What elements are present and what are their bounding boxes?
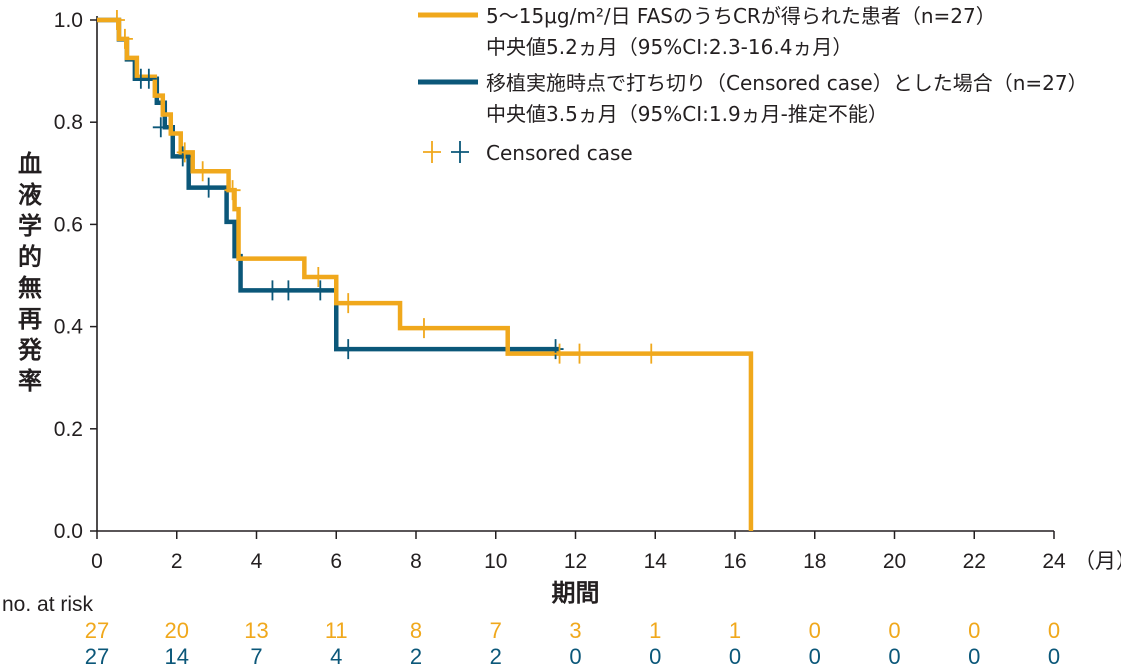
x-tick-label: 14 xyxy=(644,550,668,573)
series-line-2 xyxy=(97,17,560,352)
x-tick-label: 4 xyxy=(251,550,263,573)
censored-mark-1 xyxy=(194,161,211,182)
x-tick-label: 10 xyxy=(484,550,507,573)
risk-value-row-2: 14 xyxy=(165,644,189,668)
legend-censored-mark-2 xyxy=(451,141,469,163)
censored-mark-1 xyxy=(571,343,588,364)
risk-value-row-2: 0 xyxy=(1048,644,1060,668)
risk-table-label: no. at risk xyxy=(2,593,94,616)
risk-value-row-1: 20 xyxy=(165,618,189,643)
risk-value-row-1: 7 xyxy=(490,618,502,643)
legend-censored-mark-1 xyxy=(423,141,441,163)
censored-mark-2 xyxy=(264,280,281,301)
censored-mark-2 xyxy=(312,280,329,301)
risk-value-row-1: 8 xyxy=(410,618,422,643)
legend: 5〜15μg/m²/日 FASのうちCRが得られた患者（n=27） 中央値5.2ヵ… xyxy=(418,4,1088,165)
censored-mark-2 xyxy=(280,280,297,301)
risk-value-row-1: 1 xyxy=(649,618,661,643)
survival-curves xyxy=(97,10,754,531)
x-tick-label: 20 xyxy=(883,550,906,573)
censored-mark-2 xyxy=(200,177,217,198)
risk-value-row-2: 2 xyxy=(490,644,502,668)
x-axis-unit: （月） xyxy=(1074,550,1121,573)
censored-mark-2 xyxy=(152,117,169,138)
y-tick-label: 0.8 xyxy=(54,111,83,134)
censored-mark-1 xyxy=(643,343,660,364)
risk-value-row-1: 0 xyxy=(968,618,980,643)
x-tick-label: 6 xyxy=(330,550,342,573)
x-tick-label: 18 xyxy=(803,550,826,573)
y-tick-label: 0.0 xyxy=(54,520,83,543)
risk-value-row-2: 0 xyxy=(888,644,900,668)
censored-mark-2 xyxy=(140,68,157,89)
risk-value-row-1: 13 xyxy=(244,618,268,643)
censored-mark-1 xyxy=(116,28,133,49)
x-tick-label: 22 xyxy=(963,550,986,573)
risk-value-row-1: 11 xyxy=(325,618,348,643)
censored-mark-1 xyxy=(340,293,357,314)
risk-value-row-2: 0 xyxy=(968,644,980,668)
x-tick-label: 8 xyxy=(410,550,422,573)
risk-value-row-2: 0 xyxy=(809,644,821,668)
risk-value-row-1: 0 xyxy=(809,618,821,643)
censored-mark-1 xyxy=(108,10,125,30)
risk-value-row-1: 0 xyxy=(1048,618,1060,643)
legend-note-2: 中央値3.5ヵ月（95%CI:1.9ヵ月-推定不能） xyxy=(486,102,888,126)
risk-value-row-2: 27 xyxy=(85,644,109,668)
risk-value-row-2: 0 xyxy=(569,644,581,668)
risk-value-row-2: 0 xyxy=(729,644,741,668)
legend-note-1: 中央値5.2ヵ月（95%CI:2.3-16.4ヵ月） xyxy=(486,35,852,59)
x-tick-label: 12 xyxy=(564,550,587,573)
x-tick-label: 24 xyxy=(1042,550,1066,573)
legend-label-2: 移植実施時点で打ち切り（Censored case）とした場合（n=27） xyxy=(486,71,1088,95)
risk-value-row-1: 1 xyxy=(729,618,741,643)
censored-mark-2 xyxy=(174,146,191,167)
censored-mark-1 xyxy=(176,142,193,163)
risk-value-row-2: 4 xyxy=(330,644,342,668)
censored-mark-2 xyxy=(340,339,357,360)
censored-mark-2 xyxy=(547,339,564,360)
x-axis-title: 期間 xyxy=(552,579,600,607)
risk-value-row-2: 2 xyxy=(410,644,422,668)
legend-censored-label: Censored case xyxy=(486,141,633,165)
x-tick-label: 2 xyxy=(171,550,183,573)
y-tick-label: 0.6 xyxy=(54,213,83,236)
x-tick-label: 0 xyxy=(91,550,103,573)
y-axis-title: 血液学的無再発率 xyxy=(17,150,43,395)
legend-label-1: 5〜15μg/m²/日 FASのうちCRが得られた患者（n=27） xyxy=(486,4,996,28)
risk-value-row-2: 7 xyxy=(250,644,262,668)
axes: 0.00.20.40.60.81.00 2 4 6 8 10 12 14 16 18 20 22 24 （… xyxy=(17,9,1121,607)
series-line-1 xyxy=(97,17,754,531)
censored-mark-1 xyxy=(551,343,568,364)
y-tick-label: 0.4 xyxy=(54,316,84,339)
censored-mark-1 xyxy=(415,318,432,339)
risk-value-row-1: 0 xyxy=(888,618,900,643)
x-tick-label: 16 xyxy=(723,550,746,573)
censored-mark-1 xyxy=(310,267,327,288)
risk-value-row-1: 3 xyxy=(569,618,581,643)
risk-value-row-1: 27 xyxy=(85,618,109,643)
y-tick-label: 0.2 xyxy=(54,418,83,441)
censored-mark-1 xyxy=(224,180,241,201)
risk-value-row-2: 0 xyxy=(649,644,661,668)
y-tick-label: 1.0 xyxy=(54,9,83,32)
